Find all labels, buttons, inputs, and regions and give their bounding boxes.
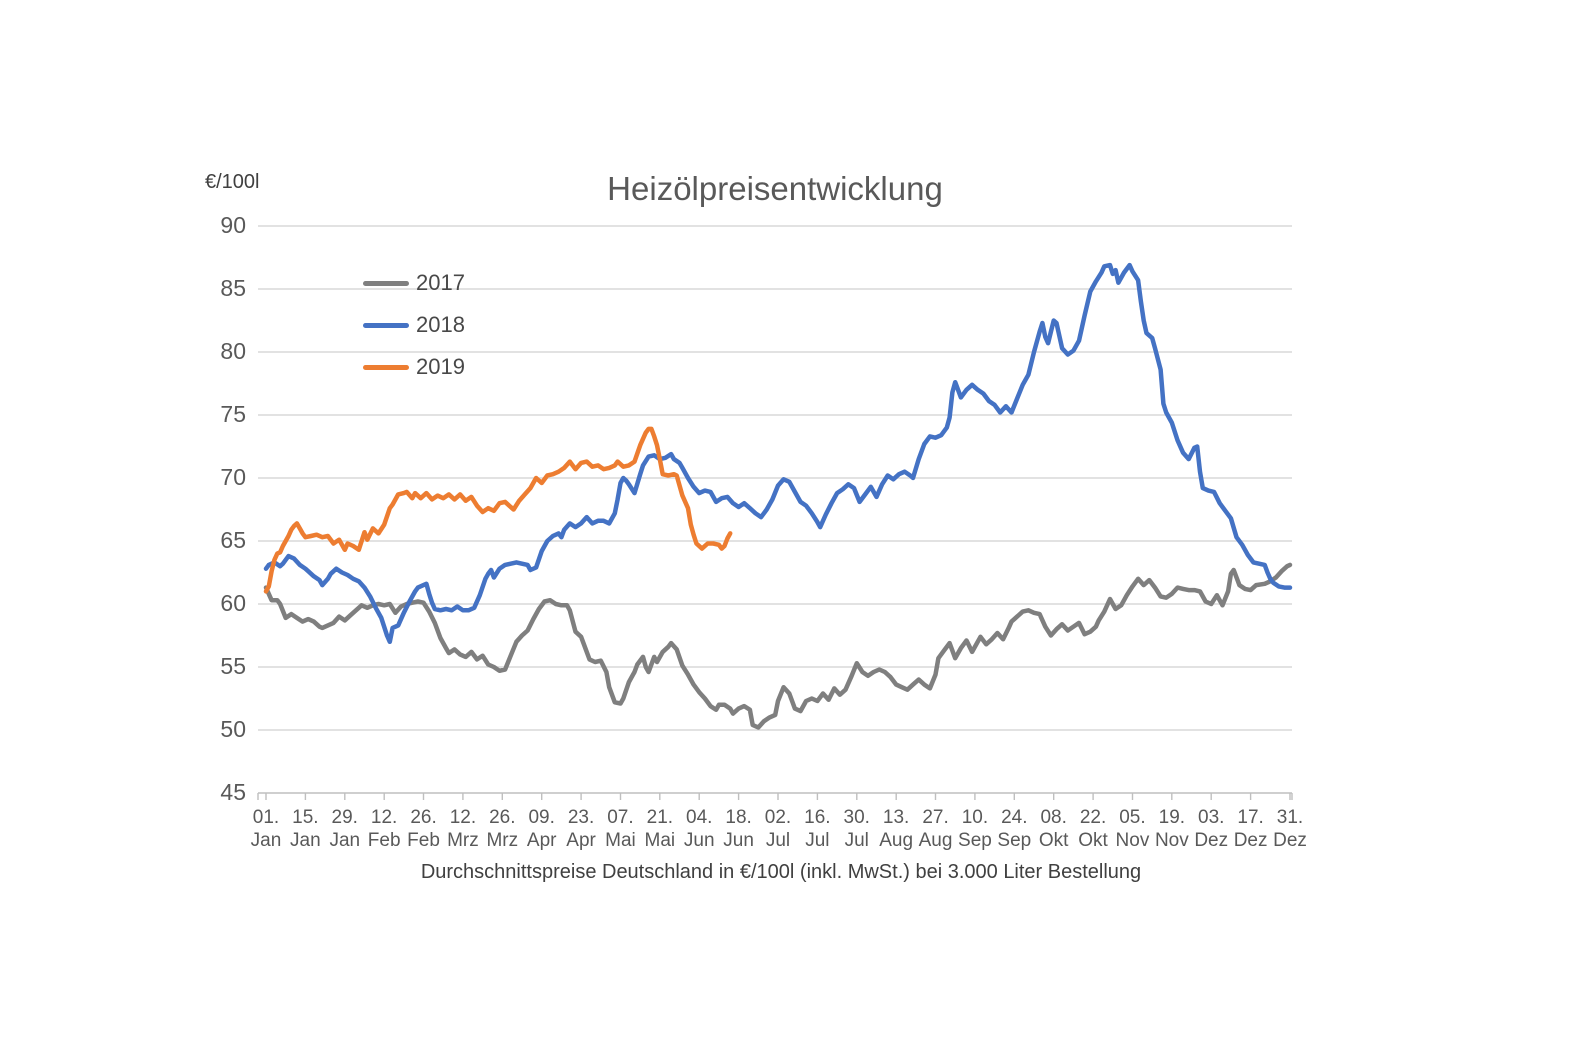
legend-line-swatch — [363, 280, 409, 286]
x-tick-label: 30. Jul — [843, 807, 870, 851]
series-line-2018 — [263, 262, 1293, 645]
y-tick-label: 90 — [220, 212, 246, 238]
y-tick-label: 60 — [220, 590, 246, 616]
series-line-2019 — [263, 426, 733, 594]
x-tick-label: 31. Dez — [1273, 807, 1307, 851]
chart-subtitle: Durchschnittspreise Deutschland in €/100… — [420, 861, 1142, 883]
legend-item-2018: 2018 — [363, 304, 465, 346]
y-tick-label: 65 — [220, 527, 246, 553]
x-tick-label: 01. Jan — [250, 807, 282, 851]
legend: 2017 2018 2019 — [363, 262, 465, 388]
x-tick-label: 15. Jan — [290, 807, 321, 851]
x-tick-label: 24. Sep — [997, 807, 1032, 851]
legend-label: 2018 — [416, 312, 465, 337]
x-tick-label: 16. Jul — [804, 807, 831, 851]
x-tick-label: 21. Mai — [644, 807, 676, 851]
legend-item-2017: 2017 — [363, 262, 465, 304]
x-tick-label: 13. Aug — [879, 807, 914, 851]
legend-label: 2019 — [416, 354, 465, 379]
x-tick-label: 12. Feb — [367, 807, 401, 851]
x-tick-label: 09. Apr — [526, 807, 557, 851]
x-tick-label: 18. Jun — [723, 807, 754, 851]
x-tick-label: 10. Sep — [958, 807, 992, 851]
legend-label: 2017 — [416, 270, 465, 295]
x-tick-label: 12. Mrz — [447, 807, 479, 851]
y-tick-label: 80 — [220, 338, 246, 364]
x-tick-label: 04. Jun — [683, 807, 715, 851]
x-tick-label: 29. Jan — [329, 807, 361, 851]
legend-line-swatch — [363, 322, 409, 328]
x-tick-label: 19. Nov — [1154, 807, 1189, 851]
x-tick-label: 26. Mrz — [486, 807, 519, 851]
x-tick-label: 03. Dez — [1194, 807, 1229, 851]
y-tick-label: 50 — [220, 716, 246, 742]
x-tick-label: 02. Jul — [764, 807, 792, 851]
x-tick-label: 23. Apr — [566, 807, 596, 851]
x-tick-label: 27. Aug — [918, 807, 953, 851]
legend-item-2019: 2019 — [363, 346, 465, 388]
page-title: Heizölpreisentwicklung — [607, 170, 943, 207]
x-tick-label: 08. Okt — [1038, 807, 1069, 851]
y-tick-label: 70 — [220, 464, 246, 490]
x-tick-label: 05. Nov — [1115, 807, 1150, 851]
x-tick-label: 07. Mai — [605, 807, 636, 851]
y-tick-label: 55 — [220, 653, 246, 679]
y-tick-label: 75 — [220, 401, 246, 427]
x-tick-label: 17. Dez — [1233, 807, 1268, 851]
y-tick-label: 45 — [220, 779, 246, 805]
series-line-2017 — [263, 562, 1293, 730]
y-tick-label: 85 — [220, 275, 246, 301]
legend-line-swatch — [363, 364, 409, 370]
x-tick-label: 26. Feb — [407, 807, 440, 851]
y-axis-unit-label: €/100l — [205, 171, 260, 193]
x-tick-label: 22. Okt — [1078, 807, 1108, 851]
